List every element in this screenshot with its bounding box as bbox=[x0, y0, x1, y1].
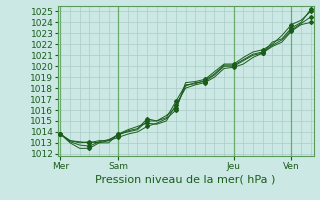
X-axis label: Pression niveau de la mer( hPa ): Pression niveau de la mer( hPa ) bbox=[95, 175, 276, 185]
